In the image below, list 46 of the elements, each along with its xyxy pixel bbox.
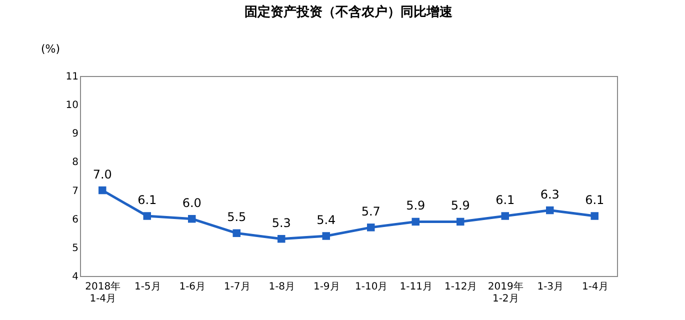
x-tick-label: 1-10月 [355, 282, 388, 292]
y-tick-label: 7 [72, 186, 78, 197]
point [590, 212, 598, 220]
chart-title: 固定资产投资（不含农户）同比增速 [244, 4, 454, 20]
point [546, 206, 554, 214]
data-label: 5.7 [361, 204, 380, 218]
x-tick-label: 2018年 1-4月 [85, 280, 121, 304]
y-tick-label: 6 [72, 214, 78, 226]
x-tick-label: 1-5月 [134, 282, 161, 292]
y-tick-label: 10 [66, 100, 78, 112]
x-tick-label: 1-11月 [400, 282, 432, 292]
y-tick-label: 4 [72, 272, 78, 282]
point [367, 224, 375, 232]
y-tick-label: 9 [72, 128, 78, 140]
data-label: 6.1 [138, 193, 157, 207]
point [278, 234, 286, 243]
point [232, 229, 240, 238]
data-label: 6.3 [540, 187, 560, 202]
x-tick-label: 1-3月 [537, 282, 564, 292]
point [412, 218, 420, 226]
point [188, 214, 196, 223]
x-tick-label: 1-8月 [268, 282, 296, 292]
data-label: 6.1 [585, 193, 604, 207]
x-tick-label: 1-9月 [313, 282, 340, 292]
point [456, 218, 464, 226]
data-label: 7.0 [92, 167, 112, 182]
point [98, 186, 106, 194]
y-axis-title: (%) [40, 42, 60, 56]
data-label: 5.9 [406, 198, 426, 213]
y-tick-label: 11 [66, 72, 78, 82]
data-label: 5.5 [227, 210, 246, 224]
data-label: 5.9 [450, 198, 470, 213]
x-tick-label: 1-7月 [224, 282, 250, 292]
x-tick-label: 1-6月 [179, 282, 206, 292]
y-tick-label: 8 [72, 157, 78, 168]
data-label: 5.3 [272, 216, 291, 230]
point [322, 232, 330, 240]
x-tick-label: 2019年 1-2月 [488, 280, 524, 304]
data-label: 5.4 [316, 213, 336, 227]
x-tick-label: 1-12月 [444, 282, 478, 292]
y-tick-label: 5 [72, 242, 78, 254]
point [143, 212, 151, 220]
data-label: 6.1 [496, 193, 515, 207]
data-label: 6.0 [182, 196, 202, 210]
point [501, 212, 509, 220]
x-tick-label: 1-4月 [582, 282, 608, 292]
